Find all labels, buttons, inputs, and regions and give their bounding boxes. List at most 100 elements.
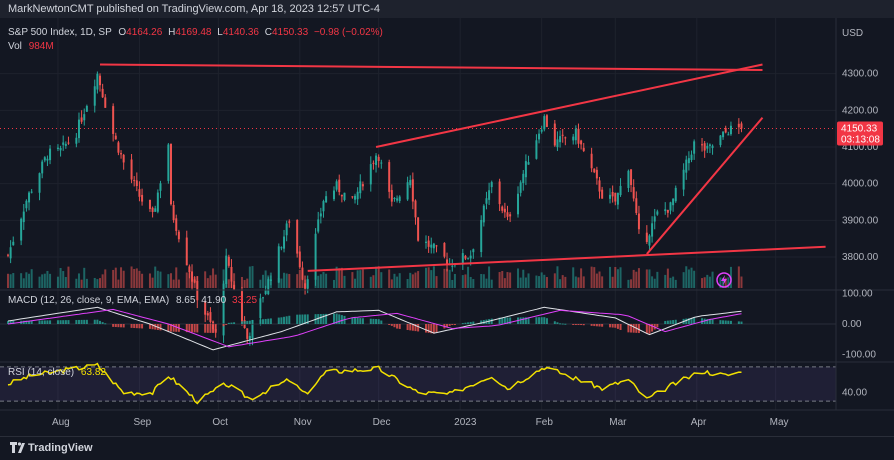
candle-body [306, 279, 309, 289]
macd-histogram-bar [427, 324, 430, 333]
candle-body [674, 187, 677, 202]
trendline [307, 245, 826, 272]
volume-bar [503, 278, 506, 288]
volume-bar [317, 275, 320, 288]
macd-histogram-bar [501, 317, 504, 324]
candle-body [135, 180, 138, 187]
rsi-label[interactable]: RSI (14, close) [8, 367, 75, 378]
macd-label[interactable]: MACD (12, 26, close, 9, EMA, EMA) [8, 295, 170, 306]
volume-bar [398, 273, 401, 288]
candle-body [301, 267, 304, 280]
volume-bar [380, 272, 383, 288]
volume-bar [96, 279, 99, 288]
candle-body [393, 198, 396, 200]
candle-body [361, 184, 364, 187]
macd-histogram-bar [148, 324, 151, 329]
candle-body [222, 283, 225, 336]
candle-body [590, 153, 593, 169]
macd-histogram-bar [498, 317, 501, 324]
macd-histogram-bar [574, 324, 577, 325]
macd-histogram-bar [12, 320, 15, 324]
macd-histogram-bar [67, 320, 70, 324]
symbol-name[interactable]: S&P 500 Index, 1D, SP [8, 27, 112, 38]
open-label: O [118, 27, 127, 38]
candle-body [737, 123, 740, 128]
macd-histogram-bar [361, 318, 364, 324]
candle-body [83, 114, 86, 121]
time-tick-label: Feb [536, 417, 554, 428]
macd-histogram-bar [672, 320, 675, 324]
volume-bar [296, 274, 299, 288]
candle-body [564, 137, 567, 139]
macd-histogram-bar [101, 322, 104, 324]
trendlines[interactable] [100, 63, 826, 272]
macd-pane [0, 306, 836, 351]
macd-histogram-bar [298, 314, 301, 324]
volume-bar [59, 267, 62, 288]
volume-bar [559, 279, 562, 288]
time-tick-label: Aug [52, 417, 70, 428]
volume-bar [648, 269, 651, 288]
volume-bar [25, 272, 28, 288]
candle-body [719, 135, 722, 146]
macd-tick-label: -100.00 [842, 349, 876, 360]
macd-histogram-bar [169, 324, 172, 332]
candle-body [435, 245, 438, 247]
candle-body [469, 255, 472, 259]
macd-histogram-bar [595, 324, 598, 327]
volume-bar [719, 277, 722, 288]
macd-histogram-bar [172, 324, 175, 332]
volume-bar [175, 267, 178, 288]
macd-histogram-bar [632, 324, 635, 333]
macd-histogram-bar [167, 324, 170, 332]
candle-body [653, 216, 656, 222]
macd-histogram-bar [325, 313, 328, 324]
candle-body [20, 218, 23, 241]
footer-bar: TradingView [0, 436, 894, 460]
macd-histogram-bar [122, 324, 125, 328]
candle-body [154, 208, 157, 212]
volume-bar [553, 273, 556, 288]
volume-bar [325, 273, 328, 288]
candle-body [545, 115, 548, 127]
volume-bar [627, 279, 630, 288]
tradingview-logo-icon[interactable] [10, 442, 26, 454]
volume-bars [7, 266, 743, 288]
candle-body [225, 255, 228, 285]
candle-body [427, 240, 430, 247]
candle-body [351, 196, 354, 198]
candle-body [729, 125, 732, 135]
volume-bar [243, 279, 246, 288]
volume-bar [390, 279, 393, 288]
macd-histogram-bar [519, 317, 522, 324]
volume-bar [396, 276, 399, 288]
candle-body [522, 173, 525, 184]
volume-bar [556, 266, 559, 288]
events-lightning-icon [716, 272, 732, 288]
macd-histogram-bar [193, 324, 196, 333]
volume-bar [283, 272, 286, 288]
candle-body [75, 137, 78, 144]
volume-bar [595, 273, 598, 288]
volume-bar [233, 273, 236, 288]
candle-body [601, 189, 604, 199]
macd-histogram-bar [598, 324, 601, 327]
volume-bar [616, 269, 619, 288]
time-tick-label: Sep [133, 417, 151, 428]
candle-body [390, 190, 393, 202]
macd-histogram-bar [719, 320, 722, 324]
macd-histogram-bar [611, 324, 614, 328]
macd-histogram-bar [225, 324, 228, 325]
candle-body [687, 158, 690, 164]
volume-bar [580, 268, 583, 288]
candle-body [175, 218, 178, 231]
volume-bar [369, 276, 372, 288]
volume-bar [561, 275, 564, 288]
chart-canvas[interactable]: 3800.00 3900.00 4000.00 4100.00 4200.00 4300.… [0, 18, 894, 436]
volume-bar [482, 274, 485, 288]
macd-histogram-bar [472, 321, 475, 324]
volume-bar [204, 271, 207, 288]
macd-histogram-bar [319, 314, 322, 324]
macd-histogram-bar [377, 319, 380, 324]
tradingview-brand[interactable]: TradingView [28, 442, 93, 454]
